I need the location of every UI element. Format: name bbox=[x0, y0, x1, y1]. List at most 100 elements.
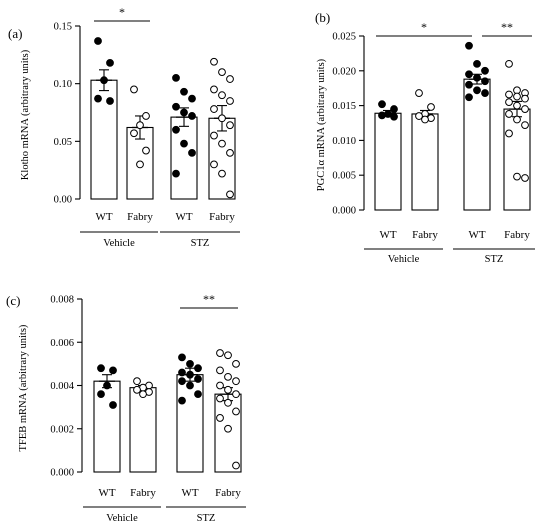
data-point bbox=[172, 74, 180, 82]
data-point bbox=[188, 112, 196, 120]
data-point bbox=[136, 121, 144, 130]
data-point bbox=[521, 121, 529, 129]
bar bbox=[208, 117, 236, 200]
data-point bbox=[106, 97, 114, 105]
data-point bbox=[97, 390, 105, 399]
data-point bbox=[224, 385, 232, 394]
data-point bbox=[106, 59, 114, 67]
data-point bbox=[178, 368, 186, 377]
data-point bbox=[481, 66, 489, 75]
data-point bbox=[224, 398, 232, 407]
data-point bbox=[216, 381, 224, 390]
data-point bbox=[94, 37, 102, 45]
chart-panel-a: (a) Klotho mRNA (arbitrary units) 0.00 0.05… bbox=[8, 5, 240, 249]
x-tick-label: WT bbox=[468, 229, 485, 241]
data-point bbox=[216, 366, 224, 375]
data-point bbox=[232, 359, 240, 368]
data-point bbox=[178, 377, 186, 386]
data-point bbox=[194, 364, 202, 373]
data-point bbox=[133, 385, 141, 394]
data-point bbox=[172, 102, 180, 111]
data-point bbox=[465, 93, 473, 102]
data-point bbox=[378, 100, 386, 109]
data-point bbox=[218, 169, 226, 178]
x-tick-label: WT bbox=[379, 229, 396, 241]
bar bbox=[214, 393, 242, 473]
data-point bbox=[513, 101, 521, 110]
data-point bbox=[378, 111, 386, 120]
data-point bbox=[218, 68, 226, 77]
y-tick-label: 0.006 bbox=[50, 338, 74, 349]
data-point bbox=[232, 377, 240, 386]
data-point bbox=[139, 390, 147, 399]
x-tick-label: Fabry bbox=[412, 229, 438, 241]
data-point bbox=[178, 396, 186, 405]
data-point bbox=[218, 114, 226, 123]
y-axis-label: PGC1α mRNA (arbitrary units) bbox=[316, 58, 327, 191]
data-point bbox=[505, 59, 513, 68]
data-point bbox=[188, 148, 196, 157]
panel-label: (c) bbox=[6, 293, 20, 308]
data-point bbox=[465, 41, 473, 50]
data-point bbox=[224, 351, 232, 360]
data-point bbox=[226, 190, 234, 199]
data-point bbox=[216, 394, 224, 403]
data-point bbox=[415, 89, 423, 97]
data-point bbox=[390, 112, 398, 121]
data-point bbox=[186, 359, 194, 368]
x-tick-label: Fabry bbox=[215, 487, 241, 499]
bar bbox=[129, 387, 157, 473]
data-point bbox=[465, 80, 473, 89]
data-point bbox=[226, 148, 234, 157]
chart-panel-c: (c) TFEB mRNA (arbitrary units) 0.000 0.002… bbox=[6, 292, 246, 524]
significance-label: ** bbox=[203, 292, 215, 306]
data-point bbox=[218, 139, 226, 148]
data-point bbox=[180, 87, 188, 96]
data-point bbox=[94, 94, 102, 103]
y-tick-label: 0.004 bbox=[50, 381, 74, 392]
data-point bbox=[224, 424, 232, 433]
data-point bbox=[216, 414, 224, 422]
data-point bbox=[216, 349, 224, 357]
y-tick-label: 0.005 bbox=[332, 171, 356, 182]
data-point bbox=[142, 112, 150, 120]
data-point bbox=[218, 91, 226, 100]
data-point bbox=[465, 70, 473, 79]
data-point bbox=[226, 97, 234, 105]
significance-label: ** bbox=[501, 20, 513, 34]
data-point bbox=[210, 131, 218, 140]
data-point bbox=[210, 160, 218, 169]
data-point bbox=[186, 381, 194, 390]
group-label: Vehicle bbox=[103, 238, 135, 249]
group-label: Vehicle bbox=[388, 254, 420, 265]
y-tick-label: 0.05 bbox=[54, 137, 72, 148]
y-tick-label: 0.15 bbox=[54, 22, 72, 33]
y-axis-label: Klotho mRNA (arbitrary units) bbox=[20, 49, 31, 180]
data-point bbox=[180, 139, 188, 148]
data-point bbox=[109, 366, 117, 375]
data-point bbox=[521, 105, 529, 113]
data-point bbox=[232, 390, 240, 399]
data-point bbox=[100, 76, 108, 85]
data-point bbox=[226, 75, 234, 83]
data-point bbox=[505, 129, 513, 138]
data-point bbox=[521, 94, 529, 103]
data-point bbox=[172, 125, 180, 134]
data-point bbox=[178, 353, 186, 362]
y-tick-label: 0.020 bbox=[332, 66, 356, 77]
data-point bbox=[481, 89, 489, 97]
data-point bbox=[103, 381, 111, 390]
group-label: STZ bbox=[197, 513, 216, 524]
group-label: Vehicle bbox=[106, 513, 138, 524]
data-point bbox=[210, 57, 218, 66]
panel-label: (a) bbox=[8, 26, 22, 41]
y-tick-label: 0.00 bbox=[54, 195, 72, 206]
data-point bbox=[505, 90, 513, 99]
data-point bbox=[210, 105, 218, 113]
data-point bbox=[232, 461, 240, 470]
data-point bbox=[473, 86, 481, 95]
significance-label: * bbox=[421, 20, 427, 34]
significance-label: * bbox=[119, 5, 125, 19]
data-point bbox=[427, 103, 435, 111]
